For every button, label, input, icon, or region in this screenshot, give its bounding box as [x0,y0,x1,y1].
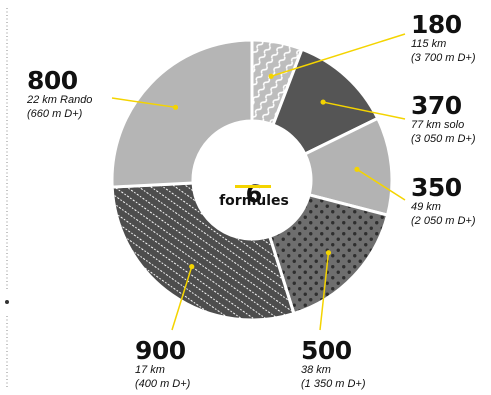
leader-line-180 [270,33,406,77]
slice-value: 180 [411,10,462,39]
slice-elevation: (660 m D+) [27,108,83,120]
slice-distance: 38 km [301,364,331,376]
slice-value: 370 [411,91,462,120]
slice-value: 350 [411,173,462,202]
slice-elevation: (1 350 m D+) [301,378,366,390]
slice-distance: 77 km solo [411,119,465,131]
slice-value: 900 [135,336,186,365]
slice-label-370: 370 77 km solo (3 050 m D+) [411,93,476,146]
leader-line-800 [111,97,176,109]
slice-elevation: (3 700 m D+) [411,52,476,64]
slice-label-350: 350 49 km (2 050 m D+) [411,175,476,228]
slice-label-180: 180 115 km (3 700 m D+) [411,12,476,65]
slice-value: 800 [27,66,78,95]
leader-dot-900 [189,263,195,270]
slice-distance: 49 km [411,201,441,213]
slice-elevation: (2 050 m D+) [411,215,476,227]
donut-slice-800 [110,38,254,189]
leader-line-350 [356,168,406,201]
slice-distance: 22 km Rando [27,94,93,106]
accent-bar [235,185,271,188]
slice-distance: 115 km [411,38,447,50]
leader-dot-800 [172,104,179,110]
slice-label-900: 900 17 km (400 m D+) [135,338,190,391]
slice-label-800: 800 22 km Rando (660 m D+) [27,68,92,121]
slice-label-500: 500 38 km (1 350 m D+) [301,338,366,391]
leader-dot-370 [320,99,326,105]
slice-value: 500 [301,336,352,365]
slice-elevation: (400 m D+) [135,378,191,390]
leader-line-500 [319,252,330,331]
total-label: formules [219,193,289,209]
leader-dot-180 [268,73,274,79]
leader-dot-500 [325,250,332,256]
slice-distance: 17 km [135,364,165,376]
leader-dot-350 [354,166,360,172]
slice-elevation: (3 050 m D+) [411,133,476,145]
leader-line-900 [171,266,193,331]
donut-slice-900 [110,181,296,322]
leader-line-370 [322,101,406,120]
divider-dot [5,300,9,304]
